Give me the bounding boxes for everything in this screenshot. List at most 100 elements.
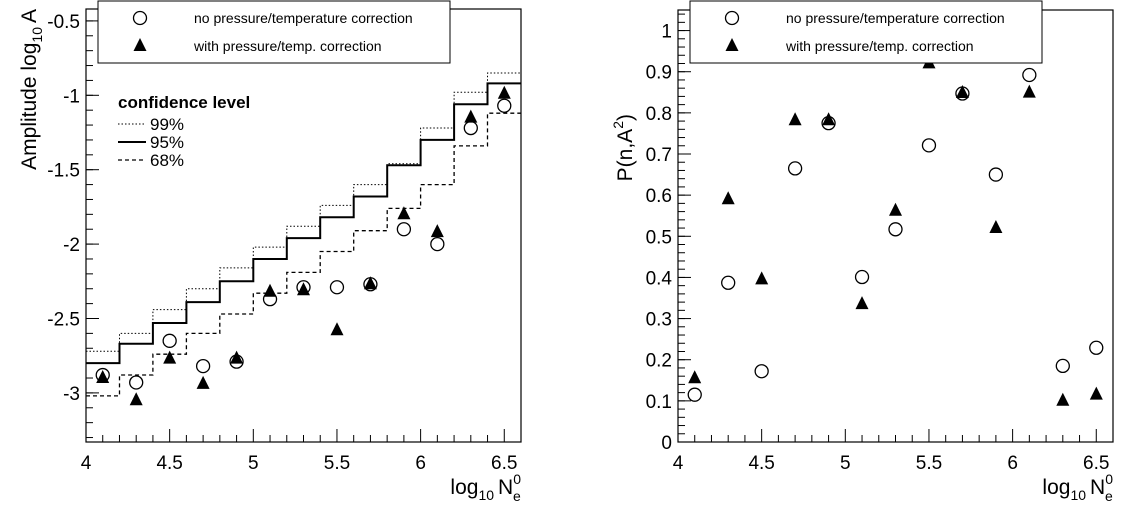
data-point-triangle: [464, 109, 478, 123]
legend-circle-icon: [724, 10, 740, 26]
legend-label: no pressure/temperature correction: [194, 10, 413, 26]
data-point-circle: [430, 236, 445, 252]
y-tick-label: 0.5: [646, 227, 672, 248]
data-point-circle: [921, 138, 937, 153]
y-tick-label: -3: [63, 384, 80, 405]
data-point-triangle: [430, 224, 444, 238]
x-axis-title-sup: 0: [513, 471, 521, 487]
x-axis-title-sub: 10: [478, 487, 494, 503]
x-tick-label: 5: [840, 453, 851, 474]
data-point-triangle: [721, 191, 735, 205]
y-tick-label: 0.3: [646, 310, 672, 331]
data-point-triangle: [688, 370, 702, 384]
y-tick-label: -2: [63, 235, 80, 256]
x-tick-label: 6.5: [491, 453, 517, 474]
y-tick-label: 0.4: [646, 268, 673, 289]
chart-panel-1: 4 4.5 5 5.5 6 6.5 -0.5 -1 -1.5 -2 -2.5 -3 confidence…: [18, 0, 522, 504]
data-point-triangle: [955, 85, 969, 98]
plot-frame: [677, 9, 1114, 443]
x-tick-label: 5.5: [916, 453, 942, 474]
series-1: [687, 67, 1104, 402]
data-point-triangle: [129, 392, 143, 406]
x-axis-title-main: log: [1042, 476, 1070, 499]
x-axis-title: log10 N0 e: [450, 471, 521, 504]
y-tick-label: 0.2: [646, 351, 672, 372]
data-point-circle: [1055, 358, 1070, 374]
series-2: [96, 85, 511, 406]
series-2: [688, 55, 1103, 406]
confidence-line-68pct: [86, 112, 521, 397]
legend-label: with pressure/temp. correction: [785, 38, 974, 54]
data-point-triangle: [755, 271, 769, 285]
y-tick-label: -1.5: [47, 161, 80, 182]
x-axis-title-sub2: e: [513, 488, 521, 504]
data-point-circle: [854, 269, 870, 285]
y-tick-label: 0.9: [646, 63, 672, 84]
data-point-triangle: [1056, 392, 1070, 406]
legend-triangle-icon: [133, 38, 147, 51]
data-point-triangle: [822, 112, 836, 126]
x-tick-label: 6.5: [1083, 453, 1109, 474]
x-tick-label: 4.5: [156, 453, 182, 474]
y-tick-label: -2.5: [47, 309, 80, 330]
y-axis-title-sup: 2: [610, 121, 626, 129]
data-point-triangle: [788, 112, 802, 126]
y-tick-label: 0.8: [646, 104, 672, 125]
data-point-triangle: [855, 296, 869, 310]
data-point-triangle: [297, 282, 310, 296]
data-point-circle: [888, 222, 903, 237]
data-point-circle: [497, 98, 512, 113]
x-axis-title-sub2: e: [1105, 488, 1113, 504]
confidence-legend-label: 95%: [150, 133, 184, 152]
y-tick-label: 0.7: [646, 145, 672, 166]
data-point-circle: [754, 364, 769, 379]
chart-panel-2: 4 4.5 5 5.5 6 6.500.10.20.30.40.50.60.70.80.9…: [610, 0, 1114, 504]
x-tick-label: 6: [415, 453, 426, 474]
data-point-triangle: [397, 206, 411, 220]
data-point-circle: [721, 275, 736, 290]
x-tick-label: 4.5: [748, 453, 774, 474]
data-point-circle: [195, 358, 211, 374]
legend-box: [689, 0, 1043, 64]
y-tick-label: 0.6: [646, 186, 672, 207]
data-point-triangle: [497, 85, 511, 99]
data-point-circle: [1089, 340, 1104, 355]
x-tick-label: 5.5: [324, 453, 350, 474]
x-axis-title-var: N: [1090, 476, 1105, 499]
legend-circle-icon: [132, 10, 148, 26]
legend-label: no pressure/temperature correction: [786, 10, 1005, 26]
y-tick-label: 0.1: [646, 392, 672, 413]
x-axis-title-var: N: [498, 476, 513, 499]
data-point-circle: [687, 387, 702, 402]
data-point-triangle: [330, 322, 344, 336]
legend-triangle-icon: [725, 38, 739, 51]
y-axis-title-main: P(n,A: [614, 129, 637, 182]
y-tick-label: -0.5: [47, 12, 80, 33]
x-axis-title-main: log: [450, 476, 478, 499]
y-tick-label: 1: [661, 22, 672, 43]
data-point-circle: [396, 222, 412, 237]
x-axis-title-sup: 0: [1105, 471, 1113, 487]
data-point-triangle: [889, 202, 902, 216]
data-point-circle: [787, 161, 803, 176]
x-tick-label: 5: [248, 453, 259, 474]
plot-frame: [85, 8, 522, 443]
y-axis-title-tail: A: [18, 9, 41, 23]
data-point-triangle: [1089, 386, 1103, 400]
legend-box: [97, 0, 451, 64]
y-axis-title-tail: ): [614, 114, 637, 121]
x-tick-label: 4: [81, 453, 92, 474]
x-axis-title-sub: 10: [1070, 487, 1086, 503]
data-point-circle: [129, 375, 144, 390]
data-point-circle: [162, 333, 177, 348]
data-point-circle: [329, 280, 345, 295]
data-point-triangle: [96, 370, 110, 383]
y-tick-label: 0: [661, 433, 672, 454]
confidence-legend-title: confidence level: [118, 93, 250, 112]
data-point-triangle: [163, 350, 177, 364]
y-tick-label: -1: [63, 86, 80, 107]
data-point-triangle: [1022, 84, 1036, 98]
y-axis-title: P(n,A2): [610, 114, 637, 181]
data-point-triangle: [196, 375, 210, 389]
confidence-line-95pct: [86, 82, 521, 365]
